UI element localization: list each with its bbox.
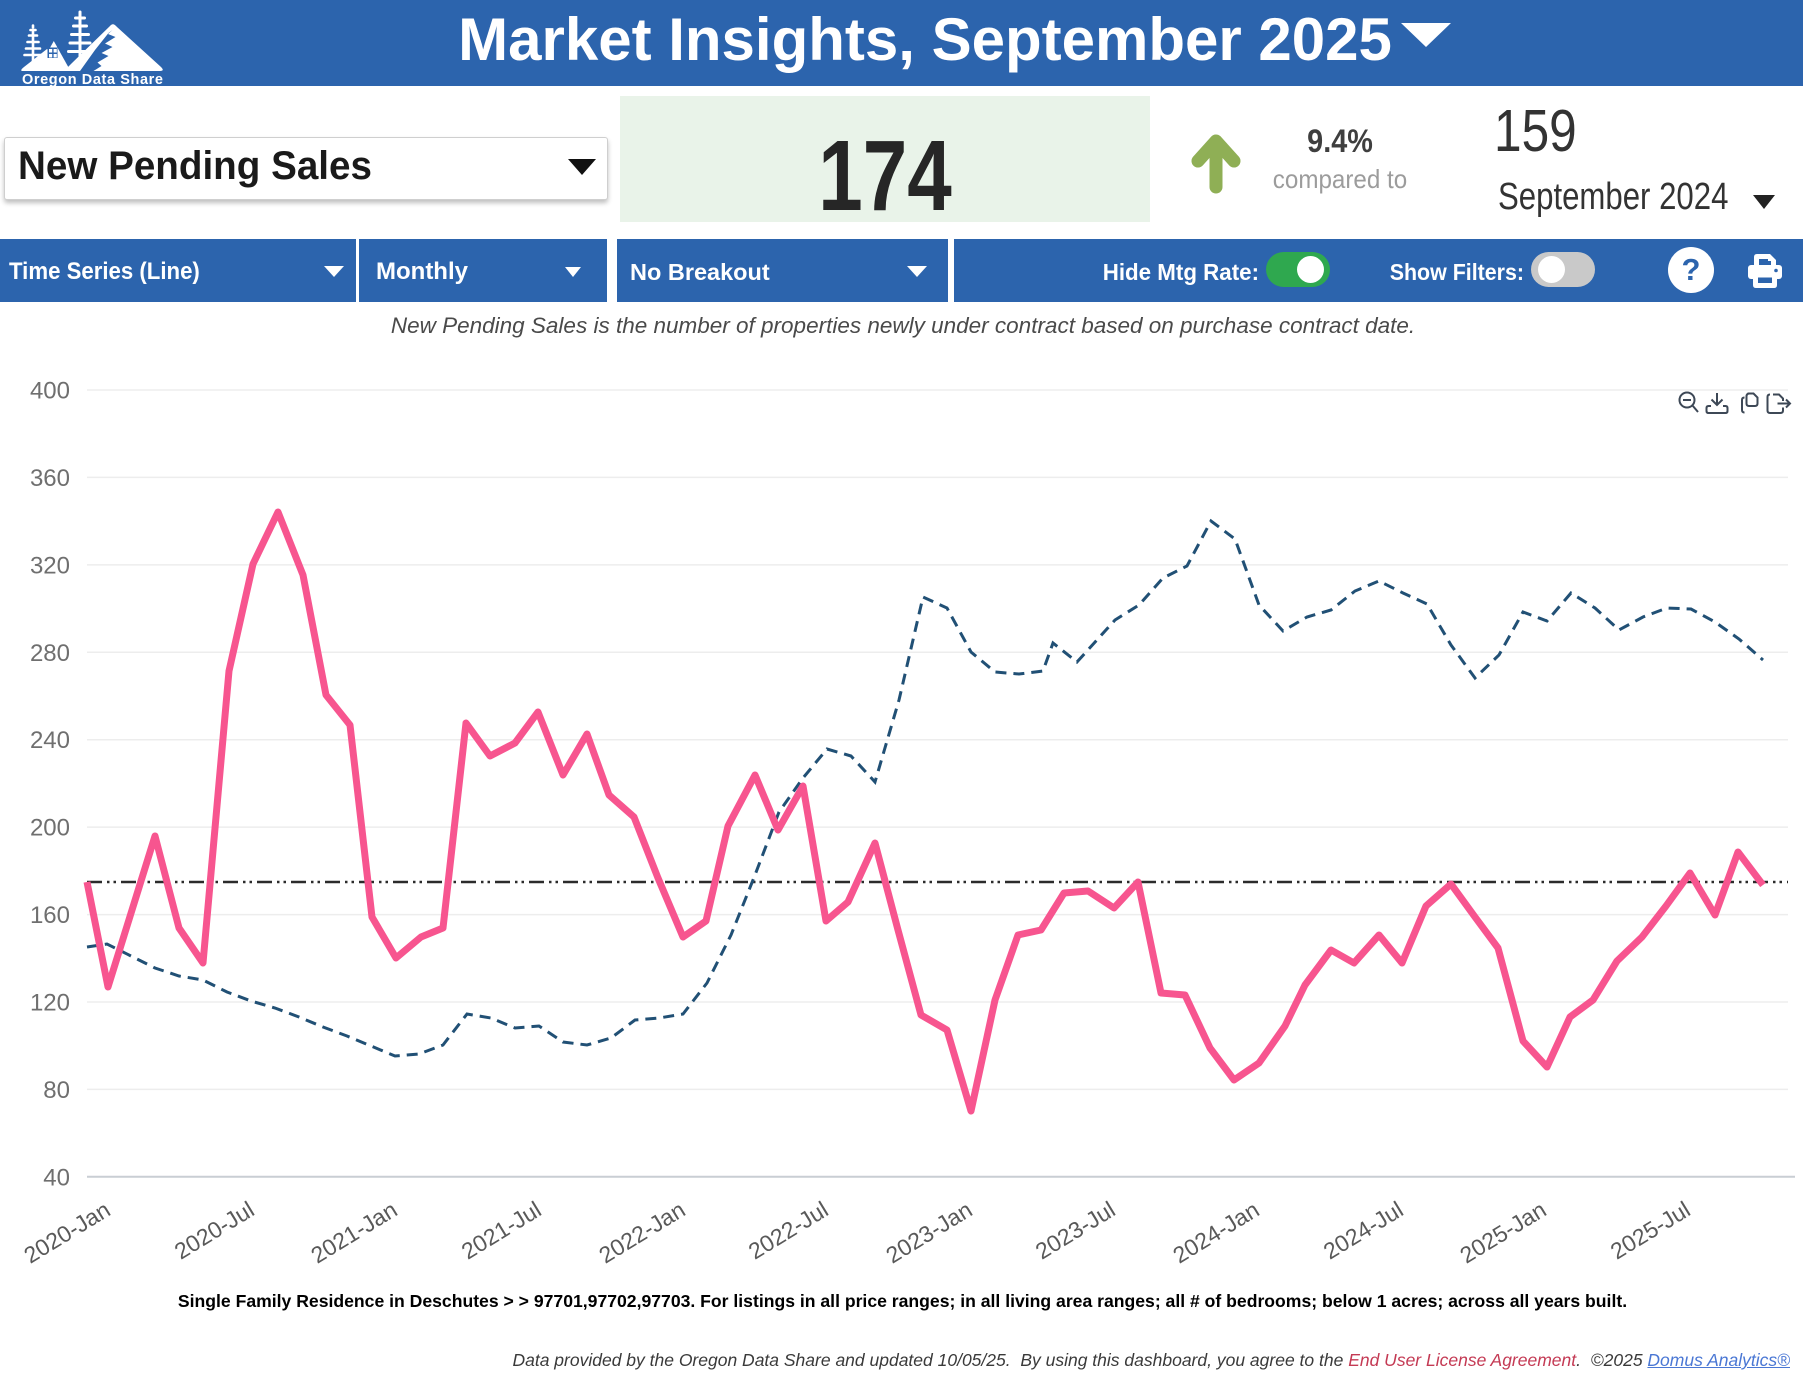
svg-text:40: 40 [43,1164,70,1191]
svg-text:Oregon Data Share: Oregon Data Share [22,72,164,86]
svg-text:2024-Jul: 2024-Jul [1319,1196,1408,1264]
svg-text:2023-Jul: 2023-Jul [1031,1196,1120,1264]
svg-text:200: 200 [30,815,70,842]
svg-text:2024-Jan: 2024-Jan [1168,1196,1263,1268]
svg-text:80: 80 [43,1077,70,1104]
svg-text:120: 120 [30,990,70,1017]
svg-text:320: 320 [30,552,70,579]
svg-text:240: 240 [30,727,70,754]
svg-text:2020-Jul: 2020-Jul [170,1196,259,1264]
svg-text:280: 280 [30,640,70,667]
svg-text:2020-Jan: 2020-Jan [19,1196,114,1268]
svg-text:2022-Jul: 2022-Jul [744,1196,833,1264]
svg-text:2021-Jan: 2021-Jan [306,1196,401,1268]
svg-text:2025-Jul: 2025-Jul [1606,1196,1695,1264]
svg-text:360: 360 [30,465,70,492]
svg-text:2021-Jul: 2021-Jul [457,1196,546,1264]
svg-text:2022-Jan: 2022-Jan [594,1196,689,1268]
svg-text:2025-Jan: 2025-Jan [1455,1196,1550,1268]
svg-text:400: 400 [30,378,70,405]
svg-text:2023-Jan: 2023-Jan [881,1196,976,1268]
svg-text:160: 160 [30,902,70,929]
